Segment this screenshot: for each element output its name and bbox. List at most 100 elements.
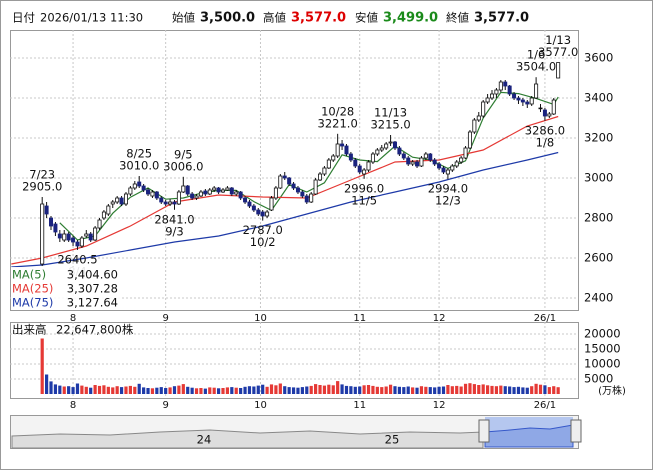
candle-body bbox=[428, 153, 433, 161]
volume-bar bbox=[530, 386, 534, 394]
annotation-date: 1/8 bbox=[536, 135, 555, 149]
volume-bar bbox=[534, 383, 538, 394]
annotation-value: 3215.0 bbox=[370, 118, 410, 132]
candle-body bbox=[318, 173, 323, 181]
legend-value: 3,404.60 bbox=[67, 268, 118, 282]
header-label: 高値 bbox=[263, 11, 286, 25]
candle-body bbox=[119, 197, 124, 205]
legend-name: MA(75) bbox=[12, 296, 53, 310]
volume-bar bbox=[53, 384, 58, 394]
volume-panel bbox=[10, 322, 579, 399]
ma-line bbox=[11, 151, 559, 268]
candle-body bbox=[340, 143, 345, 147]
candle-body bbox=[79, 237, 84, 247]
volume-bar bbox=[177, 385, 181, 394]
volume-bar bbox=[133, 386, 137, 394]
candle-body bbox=[216, 187, 221, 193]
candle-body bbox=[62, 233, 67, 241]
volume-bar bbox=[243, 386, 247, 394]
candle-body bbox=[388, 141, 393, 144]
annotation-value: 3221.0 bbox=[318, 116, 358, 130]
navigator-label: 25 bbox=[385, 433, 400, 447]
candle-body bbox=[163, 201, 168, 205]
candle-body bbox=[229, 187, 234, 195]
candle-body bbox=[225, 187, 230, 191]
volume-bar bbox=[137, 383, 141, 394]
volume-bar bbox=[186, 386, 190, 394]
header-label: 安値 bbox=[355, 11, 378, 25]
candle-body bbox=[410, 161, 415, 165]
candle-body bbox=[485, 97, 490, 103]
candle-body bbox=[384, 143, 389, 149]
candle-body bbox=[516, 97, 521, 101]
volume-bar bbox=[318, 385, 322, 394]
volume-bar bbox=[199, 388, 203, 394]
volume-bar bbox=[221, 388, 225, 394]
candle-body bbox=[344, 145, 349, 155]
volume-bar bbox=[164, 388, 168, 394]
volume-bar bbox=[49, 381, 53, 394]
legend-name: MA(5) bbox=[12, 268, 46, 282]
volume-bar bbox=[481, 384, 485, 394]
legend-name: MA(25) bbox=[12, 282, 53, 296]
candle-body bbox=[238, 191, 243, 199]
volume-bar bbox=[411, 387, 415, 394]
volume-bar bbox=[111, 387, 115, 394]
x-tick-label: 10 bbox=[254, 400, 267, 411]
volume-bar bbox=[437, 386, 441, 394]
volume-bar bbox=[508, 386, 512, 394]
candle-body bbox=[494, 89, 499, 95]
candle-body bbox=[176, 191, 181, 205]
volume-bar bbox=[344, 385, 349, 394]
candle-body bbox=[419, 157, 424, 167]
candle-body bbox=[273, 187, 278, 199]
candle-body bbox=[476, 115, 481, 121]
candle-body bbox=[110, 201, 115, 205]
volume-bar bbox=[62, 386, 66, 394]
volume-bar bbox=[124, 386, 128, 394]
volume-bar bbox=[84, 386, 88, 394]
volume-bar bbox=[256, 385, 260, 394]
candle-body bbox=[445, 169, 450, 175]
y-tick-label: 2600 bbox=[584, 251, 613, 265]
volume-bar bbox=[503, 386, 507, 394]
volume-bar bbox=[67, 386, 71, 394]
volume-bar bbox=[393, 386, 397, 394]
candle-body bbox=[375, 149, 380, 155]
volume-bar bbox=[287, 387, 291, 394]
annotation-value: 2640.5 bbox=[57, 252, 97, 266]
candle-body bbox=[154, 191, 159, 199]
volume-bar bbox=[194, 388, 199, 394]
candle-body bbox=[101, 211, 106, 219]
candle-body bbox=[287, 177, 292, 185]
candle-body bbox=[335, 143, 340, 157]
volume-bar bbox=[269, 384, 274, 394]
volume-bar bbox=[375, 386, 379, 394]
navigator-handle[interactable] bbox=[478, 419, 490, 443]
annotation-date: 12/3 bbox=[435, 194, 461, 208]
volume-bar bbox=[340, 384, 344, 394]
header-label: 終値 bbox=[446, 11, 469, 25]
volume-bar bbox=[459, 386, 463, 394]
volume-bar bbox=[181, 384, 185, 394]
header-label: 始値 bbox=[172, 11, 195, 25]
candle-body bbox=[498, 81, 503, 91]
volume-bar bbox=[119, 387, 124, 394]
candle-body bbox=[472, 119, 477, 133]
annotation-value: 3504.0 bbox=[516, 60, 556, 74]
candle-body bbox=[556, 62, 561, 79]
y-tick-label: 2800 bbox=[584, 211, 613, 225]
volume-bar bbox=[556, 387, 560, 394]
candle-body bbox=[123, 193, 128, 205]
volume-bar bbox=[547, 387, 551, 394]
header-high: 3,577.0 bbox=[291, 11, 346, 26]
volume-bar bbox=[397, 386, 401, 394]
navigator-handle[interactable] bbox=[570, 419, 582, 443]
volume-bar bbox=[300, 387, 304, 394]
candle-body bbox=[392, 141, 397, 149]
volume-bar bbox=[314, 384, 318, 394]
candle-body bbox=[203, 190, 208, 195]
candle-body bbox=[551, 99, 556, 115]
x-tick-label: 9 bbox=[162, 313, 168, 324]
annotation-date: 10/28 bbox=[321, 104, 354, 118]
